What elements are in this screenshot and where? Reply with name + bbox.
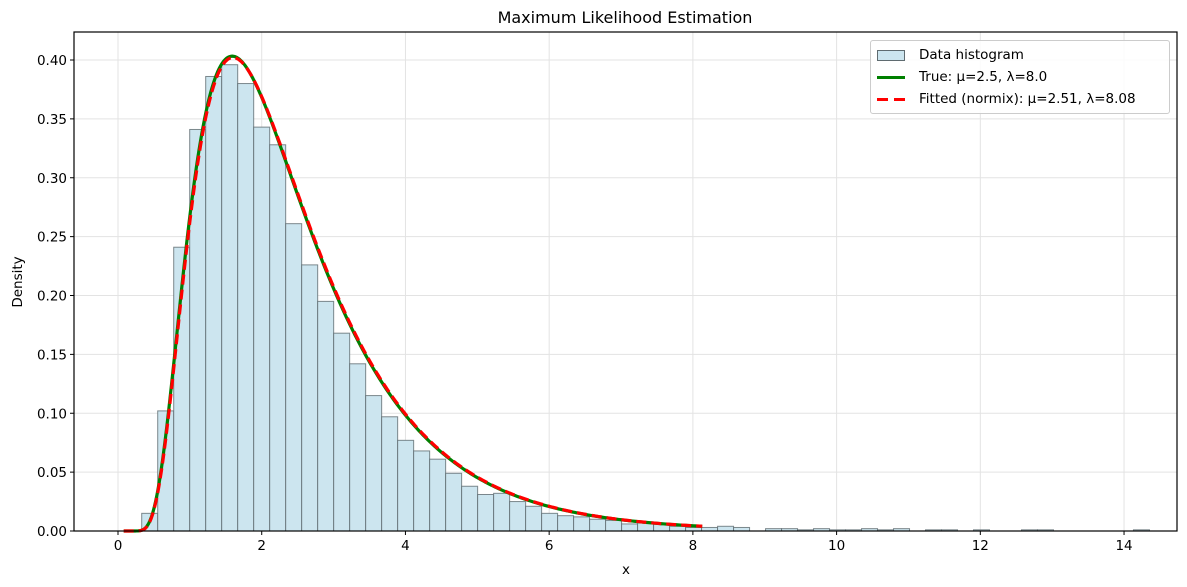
histogram-bar — [589, 518, 607, 532]
y-tick-label: 0.05 — [37, 465, 67, 481]
x-tick-label: 0 — [114, 538, 123, 554]
solid-line-swatch-icon — [877, 71, 905, 83]
x-tick-label: 14 — [1115, 538, 1132, 554]
histogram-bar — [525, 505, 543, 532]
x-axis-ticks: 0 2 4 6 8 10 12 14 — [114, 531, 1133, 554]
histogram-bar — [285, 223, 303, 532]
histogram-bar — [445, 472, 463, 532]
fitted-density-curve — [123, 56, 703, 533]
histogram-bar — [205, 75, 223, 532]
histogram-bar — [381, 416, 399, 532]
histogram-bar — [333, 332, 351, 532]
plot-frame — [73, 31, 1178, 532]
histogram-bar — [605, 519, 623, 532]
histogram-bar — [397, 439, 415, 532]
dashed-line-swatch-icon — [877, 93, 905, 105]
histogram-bar — [317, 300, 335, 532]
y-axis-ticks: 0.00 0.05 0.10 0.15 0.20 0.25 0.30 0.35 0.40 — [37, 53, 74, 540]
y-tick-label: 0.30 — [37, 171, 67, 187]
legend-item-fitted: Fitted (normix): μ=2.51, λ=8.08 — [877, 88, 1163, 110]
histogram-bar — [221, 64, 239, 532]
histogram-bar — [429, 458, 447, 532]
histogram-bar — [621, 523, 639, 532]
histogram-bar — [365, 395, 383, 532]
x-tick-label: 12 — [972, 538, 989, 554]
legend-label: True: μ=2.5, λ=8.0 — [919, 69, 1048, 85]
x-tick-label: 6 — [545, 538, 554, 554]
legend-label: Data histogram — [919, 47, 1024, 63]
histogram-bar — [493, 492, 511, 532]
histogram-bar — [477, 493, 495, 532]
x-tick-label: 10 — [828, 538, 845, 554]
x-tick-label: 2 — [257, 538, 266, 554]
histogram-bar — [461, 485, 479, 532]
y-tick-label: 0.10 — [37, 406, 67, 422]
x-tick-label: 4 — [401, 538, 410, 554]
histogram-bar — [557, 515, 575, 532]
y-tick-label: 0.25 — [37, 230, 67, 246]
legend-item-true: True: μ=2.5, λ=8.0 — [877, 66, 1163, 88]
histogram-swatch-icon — [877, 49, 905, 61]
y-tick-label: 0.40 — [37, 53, 67, 69]
histogram-bar — [301, 264, 319, 532]
histogram-bar — [269, 144, 287, 532]
histogram-bar — [573, 516, 591, 532]
legend: Data histogram True: μ=2.5, λ=8.0 Fitted… — [870, 40, 1170, 114]
legend-label: Fitted (normix): μ=2.51, λ=8.08 — [919, 91, 1136, 107]
chart-title: Maximum Likelihood Estimation — [498, 8, 753, 27]
y-tick-label: 0.20 — [37, 289, 67, 305]
histogram-bar — [413, 450, 431, 532]
y-tick-label: 0.15 — [37, 347, 67, 363]
y-tick-label: 0.35 — [37, 112, 67, 128]
x-axis-label: x — [622, 562, 630, 578]
histogram-bar — [509, 501, 527, 532]
histogram-bars — [141, 64, 1150, 532]
histogram-bar — [717, 525, 735, 532]
histogram-bar — [541, 512, 559, 532]
histogram-bar — [253, 126, 271, 532]
legend-item-histogram: Data histogram — [877, 44, 1163, 66]
y-tick-label: 0.00 — [37, 524, 67, 540]
x-tick-label: 8 — [689, 538, 698, 554]
histogram-bar — [349, 363, 367, 532]
y-axis-label: Density — [10, 256, 26, 307]
histogram-bar — [669, 525, 687, 532]
histogram-bar — [237, 83, 255, 532]
